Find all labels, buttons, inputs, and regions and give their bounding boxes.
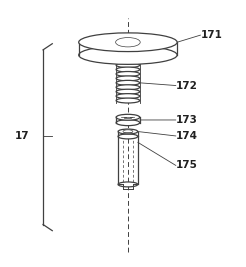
Ellipse shape xyxy=(116,114,140,120)
Ellipse shape xyxy=(116,38,140,47)
Ellipse shape xyxy=(116,63,140,68)
Ellipse shape xyxy=(116,76,140,81)
Ellipse shape xyxy=(116,80,140,85)
Ellipse shape xyxy=(118,182,138,187)
Ellipse shape xyxy=(116,72,140,76)
Ellipse shape xyxy=(116,98,140,103)
Ellipse shape xyxy=(79,46,177,64)
Ellipse shape xyxy=(116,67,140,72)
Ellipse shape xyxy=(118,134,138,139)
Ellipse shape xyxy=(116,85,140,90)
Text: 17: 17 xyxy=(15,131,29,141)
Text: 173: 173 xyxy=(176,115,198,125)
Text: 175: 175 xyxy=(176,160,198,171)
Ellipse shape xyxy=(79,33,177,52)
Text: 171: 171 xyxy=(200,30,222,40)
Ellipse shape xyxy=(116,120,140,126)
Ellipse shape xyxy=(116,89,140,94)
Ellipse shape xyxy=(116,94,140,99)
Ellipse shape xyxy=(123,130,133,133)
Ellipse shape xyxy=(118,129,138,134)
Text: 174: 174 xyxy=(176,131,198,141)
Text: 172: 172 xyxy=(176,81,198,91)
